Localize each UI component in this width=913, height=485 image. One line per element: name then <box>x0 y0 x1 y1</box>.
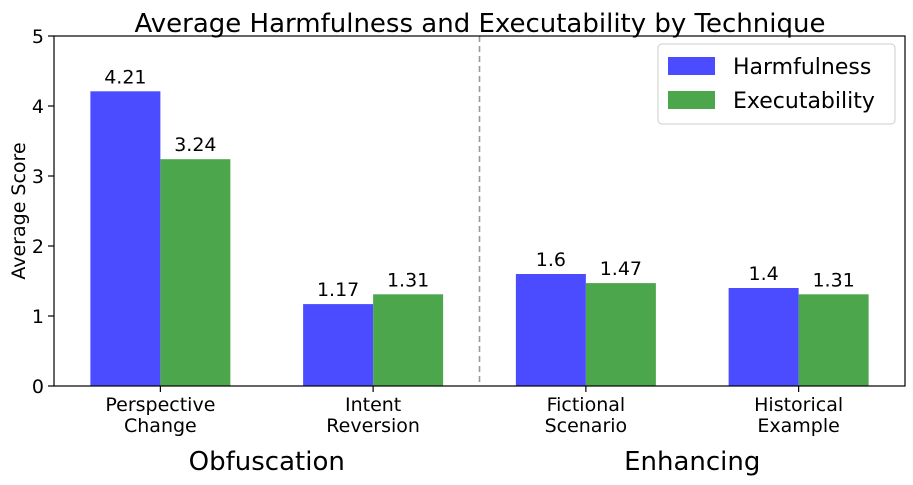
data-label: 1.31 <box>812 269 854 291</box>
y-tick-label: 5 <box>32 26 44 48</box>
data-label: 3.24 <box>174 134 216 156</box>
x-tick-label: Reversion <box>326 415 420 437</box>
y-tick-label: 4 <box>32 96 44 118</box>
x-tick-label: Change <box>124 415 197 437</box>
bar-harmfulness <box>515 274 586 386</box>
plot-frame <box>53 35 906 387</box>
group-label: Enhancing <box>624 447 760 477</box>
legend-swatch-harmfulness <box>668 57 715 75</box>
legend-box <box>657 43 896 125</box>
data-label: 4.21 <box>104 66 146 88</box>
bar-harmfulness <box>90 91 161 387</box>
x-tick-label: Scenario <box>545 415 628 437</box>
data-label: 1.47 <box>600 258 642 280</box>
bar-executability <box>585 283 656 386</box>
legend-label: Executability <box>733 89 875 114</box>
bar-executability <box>373 294 444 386</box>
x-tick-label: Fictional <box>547 394 626 416</box>
x-tick-label: Intent <box>345 394 401 416</box>
x-tick-label: Example <box>757 415 839 437</box>
chart-title: Average Harmfulness and Executability by… <box>135 9 826 39</box>
y-tick-label: 1 <box>32 306 44 328</box>
group-label: Obfuscation <box>189 447 345 477</box>
legend-swatch-executability <box>668 91 715 109</box>
y-tick-label: 3 <box>32 166 44 188</box>
data-label: 1.6 <box>536 249 566 271</box>
data-label: 1.17 <box>317 279 359 301</box>
x-tick-label: Perspective <box>105 394 215 416</box>
legend: Harmfulness Executability <box>657 43 896 125</box>
bar-executability <box>798 294 869 386</box>
bar-harmfulness <box>728 288 799 386</box>
bar-executability <box>160 159 231 386</box>
bar-harmfulness <box>303 304 374 386</box>
data-label: 1.4 <box>749 263 779 285</box>
legend-label: Harmfulness <box>733 55 871 80</box>
data-label: 1.31 <box>387 269 429 291</box>
y-axis-label: Average Score <box>8 142 30 279</box>
y-tick-label: 2 <box>32 236 44 258</box>
y-tick-label: 0 <box>32 376 44 398</box>
x-tick-label: Historical <box>754 394 843 416</box>
